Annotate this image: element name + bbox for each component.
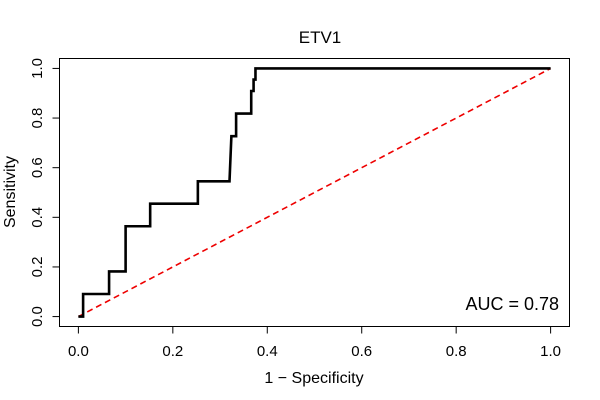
y-axis-title: Sensitivity xyxy=(2,156,19,228)
y-tick-label: 0.2 xyxy=(29,257,46,278)
x-axis: 0.0 0.2 0.4 0.6 0.8 1.0 xyxy=(68,326,561,360)
x-tick-label: 0.4 xyxy=(257,343,278,360)
series-layer xyxy=(78,67,551,318)
y-tick-label: 0.4 xyxy=(29,207,46,228)
y-axis: 0.0 0.2 0.4 0.6 0.8 1.0 xyxy=(29,58,60,327)
x-tick-label: 0.2 xyxy=(162,343,183,360)
x-tick-label: 0.8 xyxy=(446,343,467,360)
x-tick-label: 1.0 xyxy=(540,343,561,360)
chart-title: ETV1 xyxy=(299,28,342,47)
roc-curve-line xyxy=(78,67,551,318)
reference-diagonal-line xyxy=(78,67,551,318)
y-tick-label: 1.0 xyxy=(29,58,46,79)
auc-annotation: AUC = 0.78 xyxy=(465,294,559,314)
y-tick-label: 0.6 xyxy=(29,157,46,178)
x-axis-title: 1 − Specificity xyxy=(264,370,363,387)
y-tick-label: 0.8 xyxy=(29,108,46,129)
y-tick-label: 0.0 xyxy=(29,306,46,327)
x-tick-label: 0.0 xyxy=(68,343,89,360)
x-tick-label: 0.6 xyxy=(351,343,372,360)
